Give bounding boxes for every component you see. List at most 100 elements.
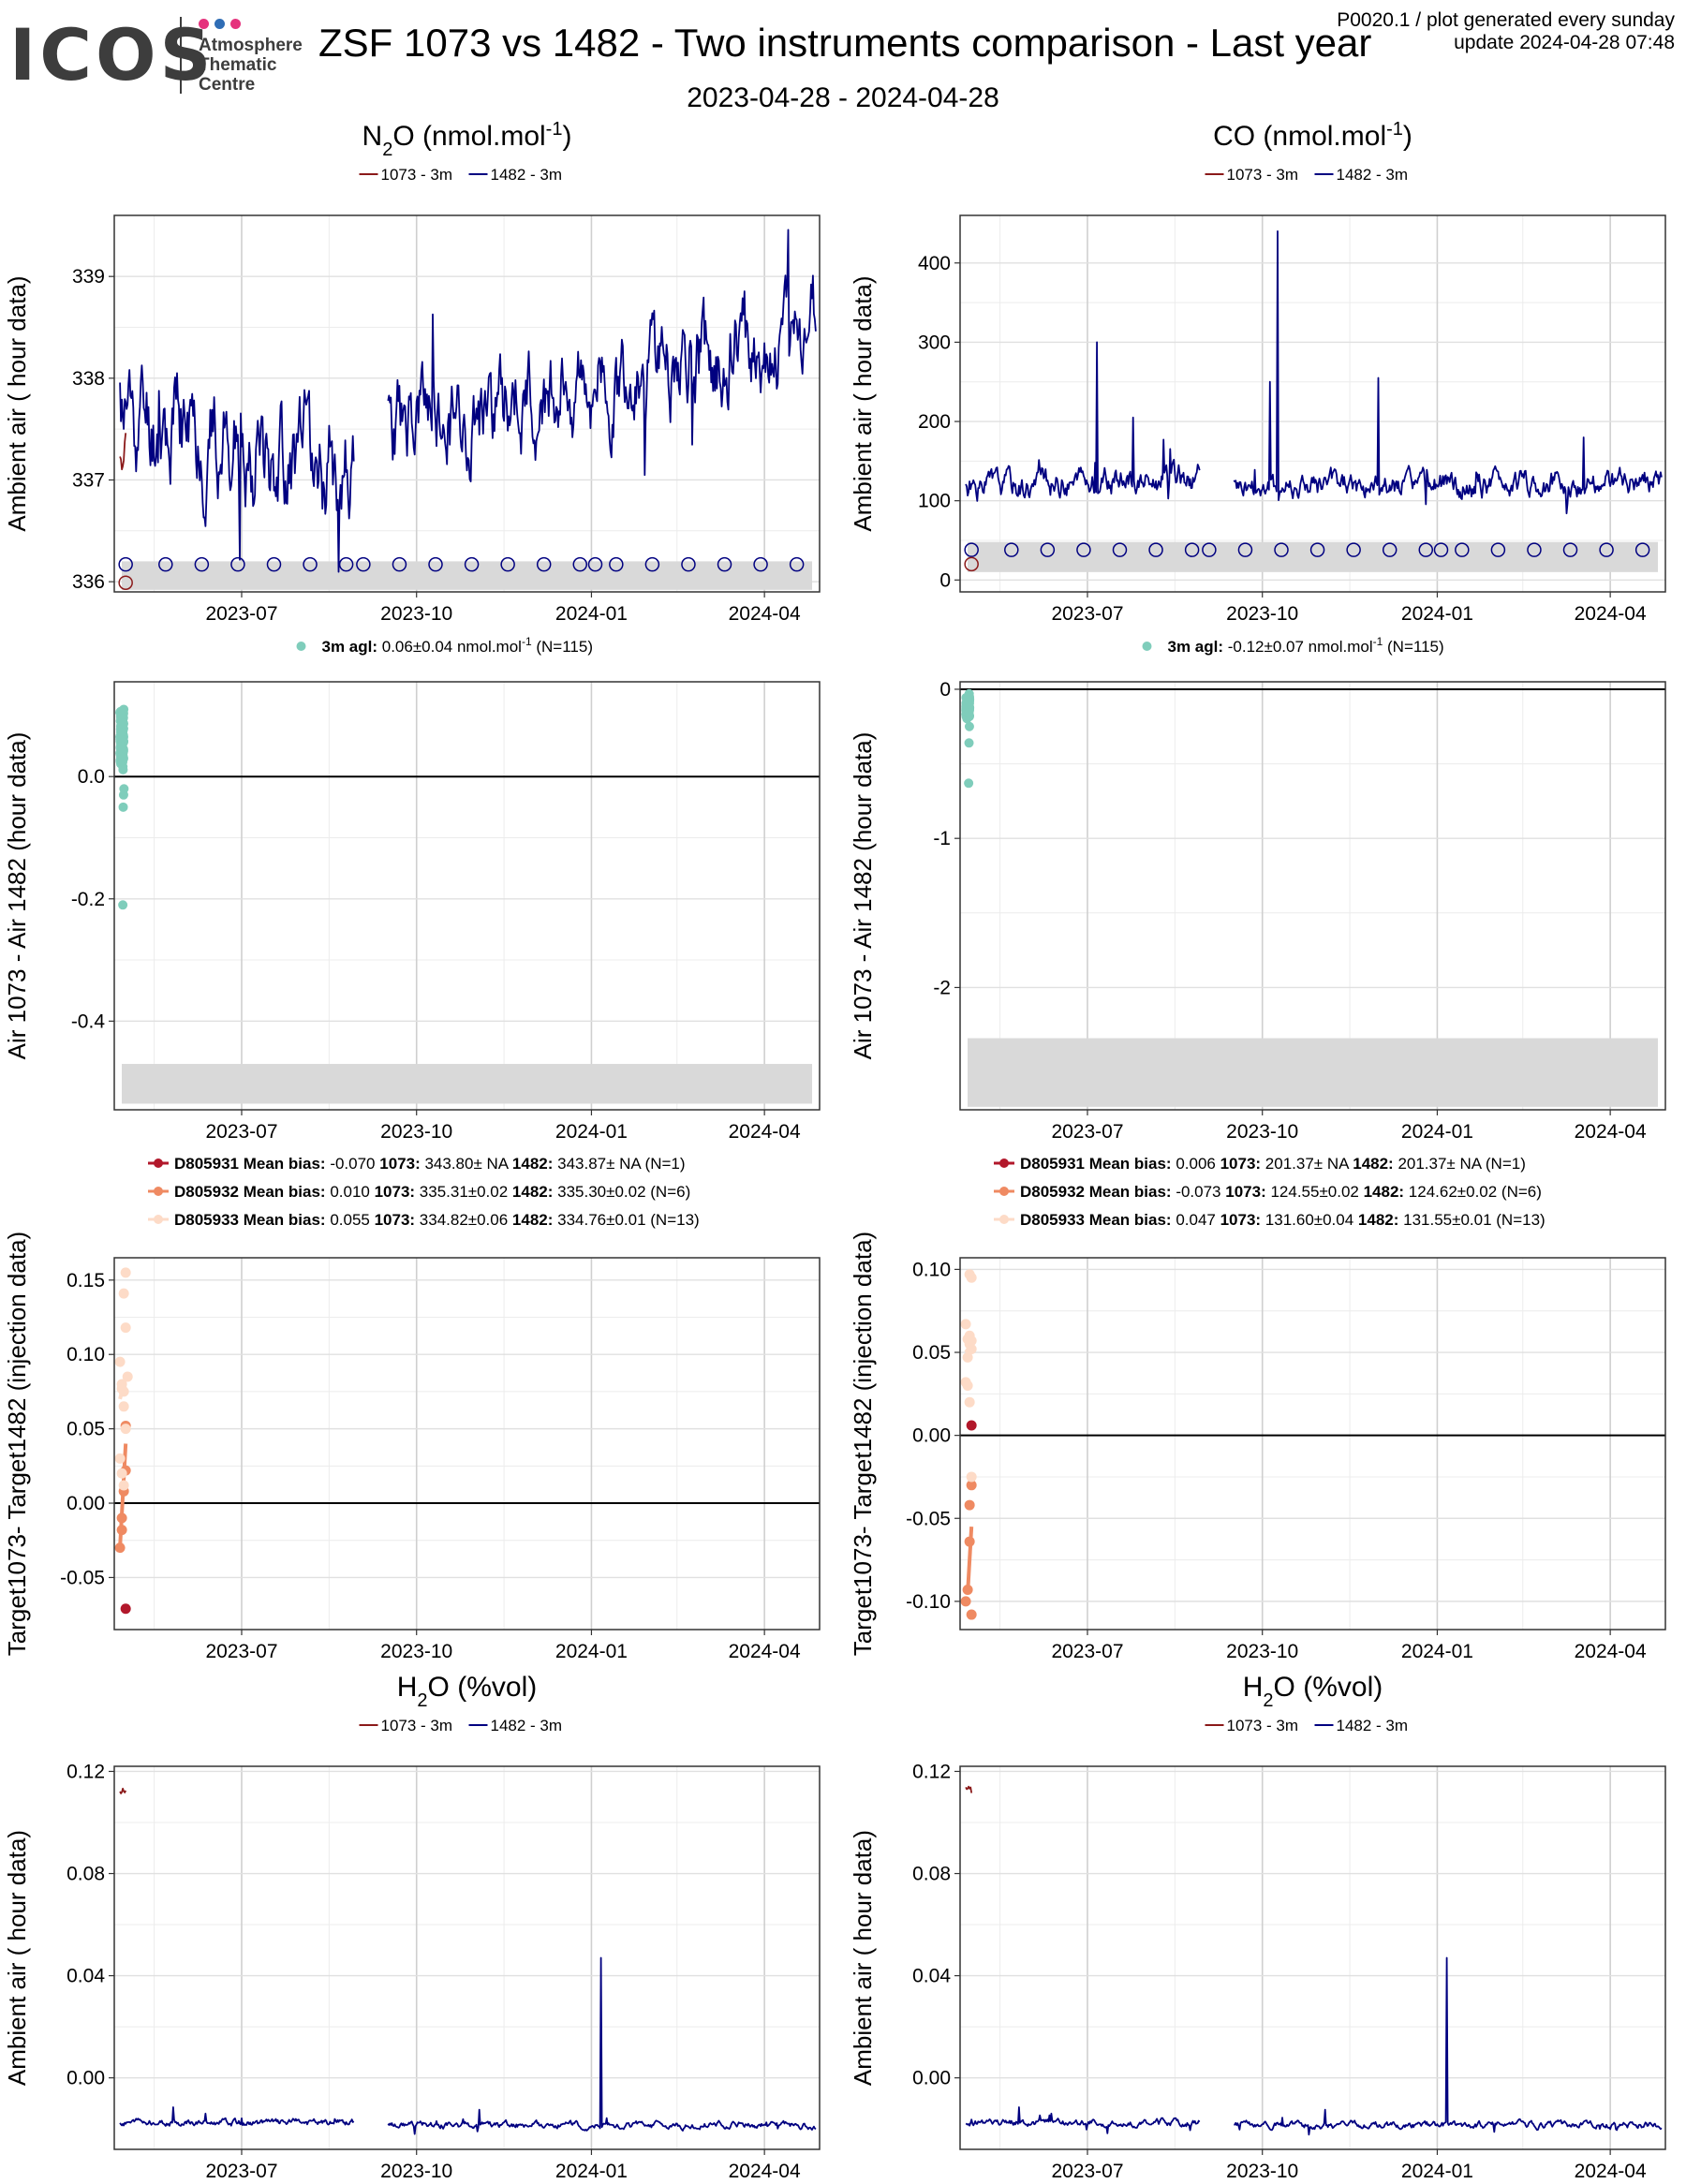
text-part: -1 — [1386, 119, 1403, 140]
target-point-D805933 — [118, 1288, 129, 1299]
logo-dots — [199, 17, 246, 34]
text-part: 0.06±0.04 nmol.mol — [382, 638, 522, 656]
legend-label-1073: 1073 - 3m — [381, 166, 453, 184]
text-part: -1 — [1373, 635, 1383, 648]
y-tick-label: 0.10 — [67, 1344, 105, 1365]
text-part: D805932 Mean bias: — [174, 1183, 330, 1201]
logo-dot — [214, 19, 225, 29]
data-point — [115, 752, 126, 762]
text-part: 1482: — [1364, 1183, 1409, 1201]
chart-h2o-left: 2023-07 2023-10 2024-01 2024-04 0.12 0.08 0.04… — [3, 1672, 821, 2182]
target-point-D805933 — [966, 1343, 977, 1354]
x-tick-label: 2023-07 — [205, 1641, 277, 1662]
plot-border — [113, 1765, 821, 2150]
x-tick-label: 2023-10 — [1226, 1121, 1298, 1143]
text-part: 335.30±0.02 (N=6) — [557, 1183, 690, 1201]
chart-co-target: 2023-07 2023-10 2024-01 2024-04 0.10 0.05 0.00… — [849, 1155, 1666, 1662]
calibration-marker-1482 — [1202, 542, 1217, 557]
y-tick-label: 0.00 — [67, 1493, 105, 1514]
target-point-D805932 — [966, 1609, 977, 1620]
y-axis-label: Target1073- Target1482 (injection data) — [3, 1232, 31, 1656]
text-part: O (nmol.mol — [392, 121, 545, 152]
threshold-band — [968, 1038, 1658, 1107]
series-line-1482 — [387, 229, 817, 482]
text-part: 0.006 — [1176, 1155, 1220, 1173]
y-axis-label: Target1073- Target1482 (injection data) — [849, 1232, 877, 1656]
target-point-D805931 — [966, 1420, 977, 1431]
data-point-outlier — [964, 778, 974, 789]
y-axis-label: Ambient air ( hour data) — [3, 275, 31, 531]
target-point-D805933 — [964, 1330, 975, 1341]
legend-row-D805931: D805931 Mean bias: 0.006 1073: 201.37± N… — [1020, 1155, 1526, 1173]
panel-title: N2O (nmol.mol-1) — [362, 119, 572, 160]
x-tick-label: 2024-01 — [555, 1641, 628, 1662]
text-part: 1073: — [375, 1211, 420, 1229]
legend-label-1482: 1482 - 3m — [1337, 166, 1409, 184]
legend-label-1482: 1482 - 3m — [1337, 1717, 1409, 1734]
y-tick-label: 337 — [72, 469, 105, 491]
logo-wordmark: ICOS — [9, 13, 215, 96]
chart-co-diff: 2023-07 2023-10 2024-01 2024-04 0 -1 -2 Air 107… — [849, 635, 1666, 1143]
calibration-marker-1482 — [194, 556, 210, 572]
x-tick-label: 2024-01 — [1401, 1641, 1473, 1662]
text-part: 124.55±0.02 — [1270, 1183, 1363, 1201]
legend-dot-D805932 — [154, 1187, 163, 1196]
logo-dot — [199, 19, 209, 29]
plot-background — [960, 215, 1665, 592]
x-tick-label: 2023-07 — [1051, 1121, 1123, 1143]
chart-co-ambient: 2023-07 2023-10 2024-01 2024-04 0 100 200 300 40… — [849, 119, 1666, 625]
y-tick-label: -0.05 — [60, 1567, 105, 1588]
series-line-1482 — [1234, 1956, 1663, 2136]
y-tick-label: -2 — [933, 977, 951, 998]
text-part: 0.010 — [330, 1183, 374, 1201]
series-line-1073 — [119, 433, 127, 471]
y-tick-label: 0.00 — [912, 2068, 951, 2089]
calibration-marker-1482 — [644, 556, 660, 572]
logo-dot — [230, 19, 241, 29]
legend-dot-D805933 — [154, 1215, 163, 1224]
text-part: 3m agl: — [1168, 638, 1228, 656]
x-tick-label: 2023-10 — [380, 2161, 452, 2182]
text-part: CO (nmol.mol — [1213, 121, 1386, 152]
series-line-1482 — [1233, 229, 1663, 515]
calibration-marker-1073 — [964, 556, 979, 572]
plot-border — [959, 214, 1666, 593]
target-point-D805932 — [116, 1513, 127, 1524]
legend-stat: 3m agl: 0.06±0.04 nmol.mol-1 (N=115) — [322, 635, 593, 656]
y-tick-label: 0.00 — [912, 1425, 951, 1447]
text-part: H — [397, 1672, 418, 1703]
panel-title: CO (nmol.mol-1) — [1213, 119, 1412, 152]
text-part: 1482: — [1358, 1211, 1403, 1229]
text-part: D805933 Mean bias: — [174, 1211, 330, 1229]
y-axis-label: Ambient air ( hour data) — [849, 275, 877, 531]
y-tick-label: 338 — [72, 368, 105, 390]
update-info: P0020.1 / plot generated every sunday up… — [1337, 9, 1675, 54]
target-point-D805933 — [966, 1471, 977, 1483]
text-part: 1482: — [512, 1183, 557, 1201]
text-part: 343.80± NA — [424, 1155, 511, 1173]
target-point-D805932 — [964, 1536, 975, 1547]
calibration-marker-1482 — [1346, 542, 1361, 557]
text-part: D805931 Mean bias: — [1020, 1155, 1176, 1173]
calibration-marker-1482 — [536, 556, 552, 572]
y-tick-label: 0.08 — [67, 1864, 105, 1885]
legend-label-1073: 1073 - 3m — [381, 1717, 453, 1734]
plot-id: P0020.1 / plot generated every sunday — [1337, 9, 1675, 31]
target-point-D805932 — [966, 1480, 977, 1491]
legend-label-1073: 1073 - 3m — [1227, 1717, 1299, 1734]
data-point — [119, 704, 129, 715]
legend-label-1482: 1482 - 3m — [491, 166, 563, 184]
plot-border — [113, 214, 821, 593]
y-tick-label: -0.2 — [71, 889, 105, 910]
series-line-1073 — [965, 1785, 973, 1793]
icos-logo: ICOS Atmosphere Thematic Centre — [9, 13, 309, 97]
threshold-band — [968, 541, 1658, 572]
text-part: 131.60±0.04 — [1265, 1211, 1358, 1229]
calibration-marker-1482 — [1562, 542, 1578, 557]
text-part: D805931 Mean bias: — [174, 1155, 330, 1173]
panel-title: H2O (%vol) — [1243, 1672, 1383, 1711]
text-part: 0.055 — [330, 1211, 374, 1229]
text-part: (N=115) — [532, 638, 593, 656]
y-tick-label: 0.10 — [912, 1259, 951, 1280]
target-point-D805933 — [962, 1380, 973, 1391]
